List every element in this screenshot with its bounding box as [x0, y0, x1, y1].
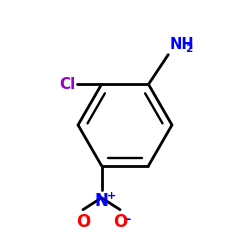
Text: O: O — [76, 213, 90, 231]
Text: NH: NH — [170, 37, 194, 52]
Text: 2: 2 — [185, 44, 192, 54]
Text: N: N — [94, 192, 108, 210]
Text: -: - — [126, 214, 130, 226]
Text: +: + — [107, 191, 116, 201]
Text: O: O — [113, 213, 127, 231]
Text: Cl: Cl — [59, 77, 76, 92]
